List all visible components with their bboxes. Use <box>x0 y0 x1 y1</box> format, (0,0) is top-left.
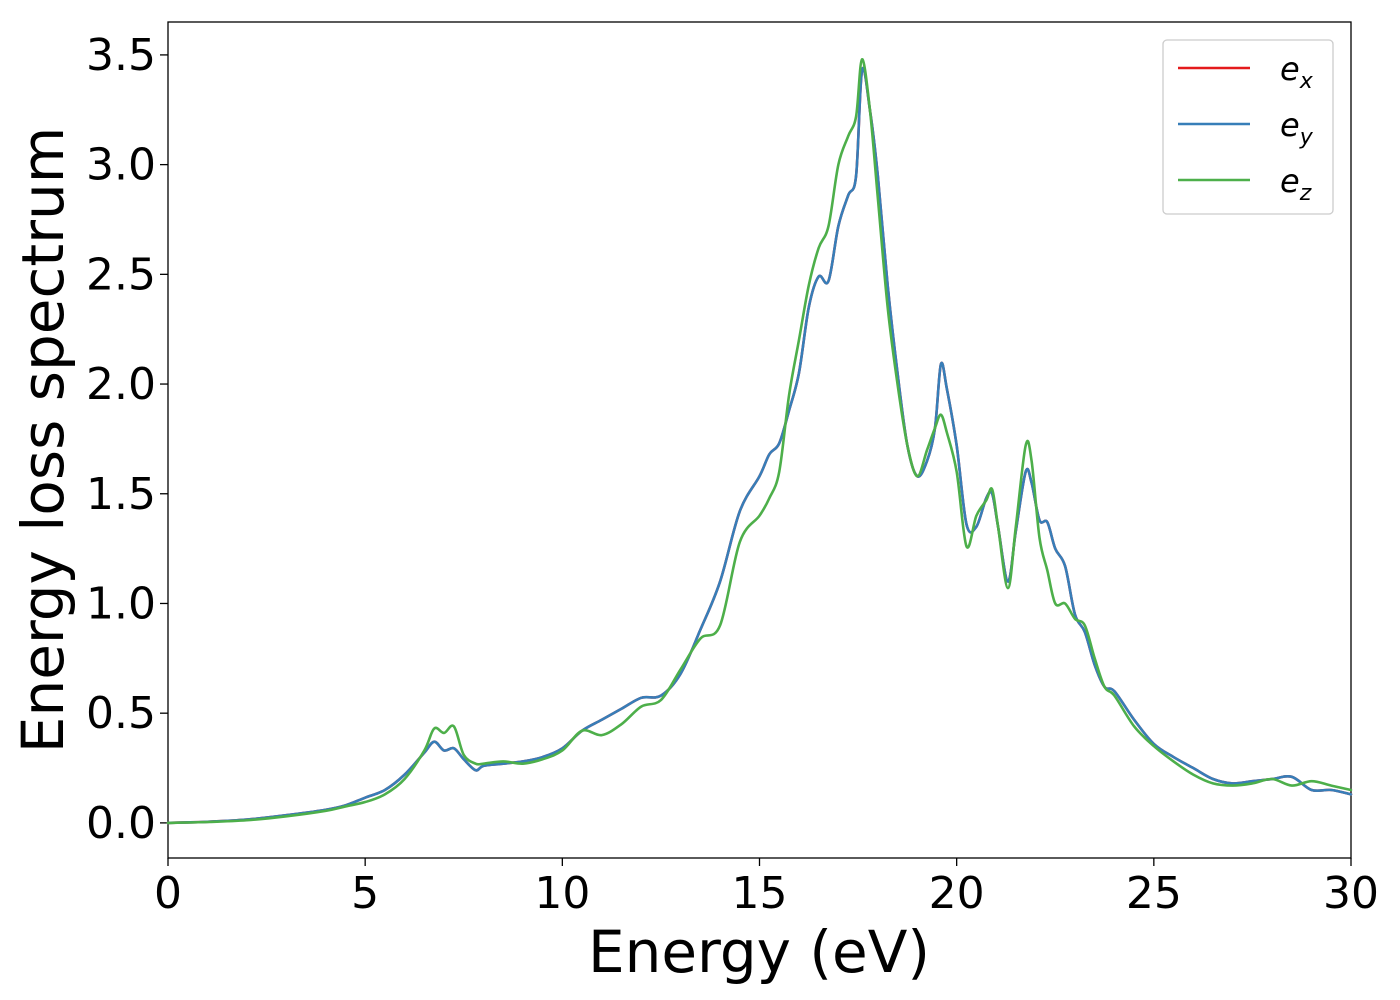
x-tick-label: 5 <box>351 868 379 919</box>
y-tick-label: 3.5 <box>86 30 156 81</box>
y-tick-label: 0.5 <box>86 688 156 739</box>
y-tick-label: 2.5 <box>86 249 156 300</box>
x-tick-label: 30 <box>1323 868 1379 919</box>
legend-label-base: e <box>1280 162 1300 200</box>
y-axis-label: Energy loss spectrum <box>9 127 77 753</box>
y-axis: 0.0 0.5 1.0 1.5 2.0 2.5 3.0 3.5 <box>86 30 168 849</box>
x-tick-label: 0 <box>154 868 182 919</box>
series-line-e-z <box>166 57 1353 825</box>
y-tick-label: 1.0 <box>86 578 156 629</box>
x-axis-label: Energy (eV) <box>588 918 930 986</box>
legend-label-subscript: z <box>1299 181 1312 206</box>
legend-label: ex <box>1280 50 1314 94</box>
legend-label: ez <box>1280 162 1312 206</box>
series-lines <box>166 57 1353 825</box>
x-tick-label: 10 <box>534 868 590 919</box>
legend-label: ey <box>1280 106 1314 150</box>
x-tick-label: 20 <box>929 868 985 919</box>
x-tick-label: 15 <box>732 868 788 919</box>
y-tick-label: 0.0 <box>86 798 156 849</box>
legend-label-subscript: x <box>1299 69 1314 94</box>
y-tick-label: 3.0 <box>86 140 156 191</box>
legend-label-base: e <box>1280 106 1300 144</box>
legend-box <box>1162 39 1334 215</box>
y-tick-label: 2.0 <box>86 359 156 410</box>
legend-label-base: e <box>1280 50 1300 88</box>
y-tick-label: 1.5 <box>86 469 156 520</box>
x-tick-label: 25 <box>1126 868 1182 919</box>
legend-label-subscript: y <box>1299 125 1314 150</box>
x-axis: 0 5 10 15 20 25 30 <box>154 858 1379 919</box>
